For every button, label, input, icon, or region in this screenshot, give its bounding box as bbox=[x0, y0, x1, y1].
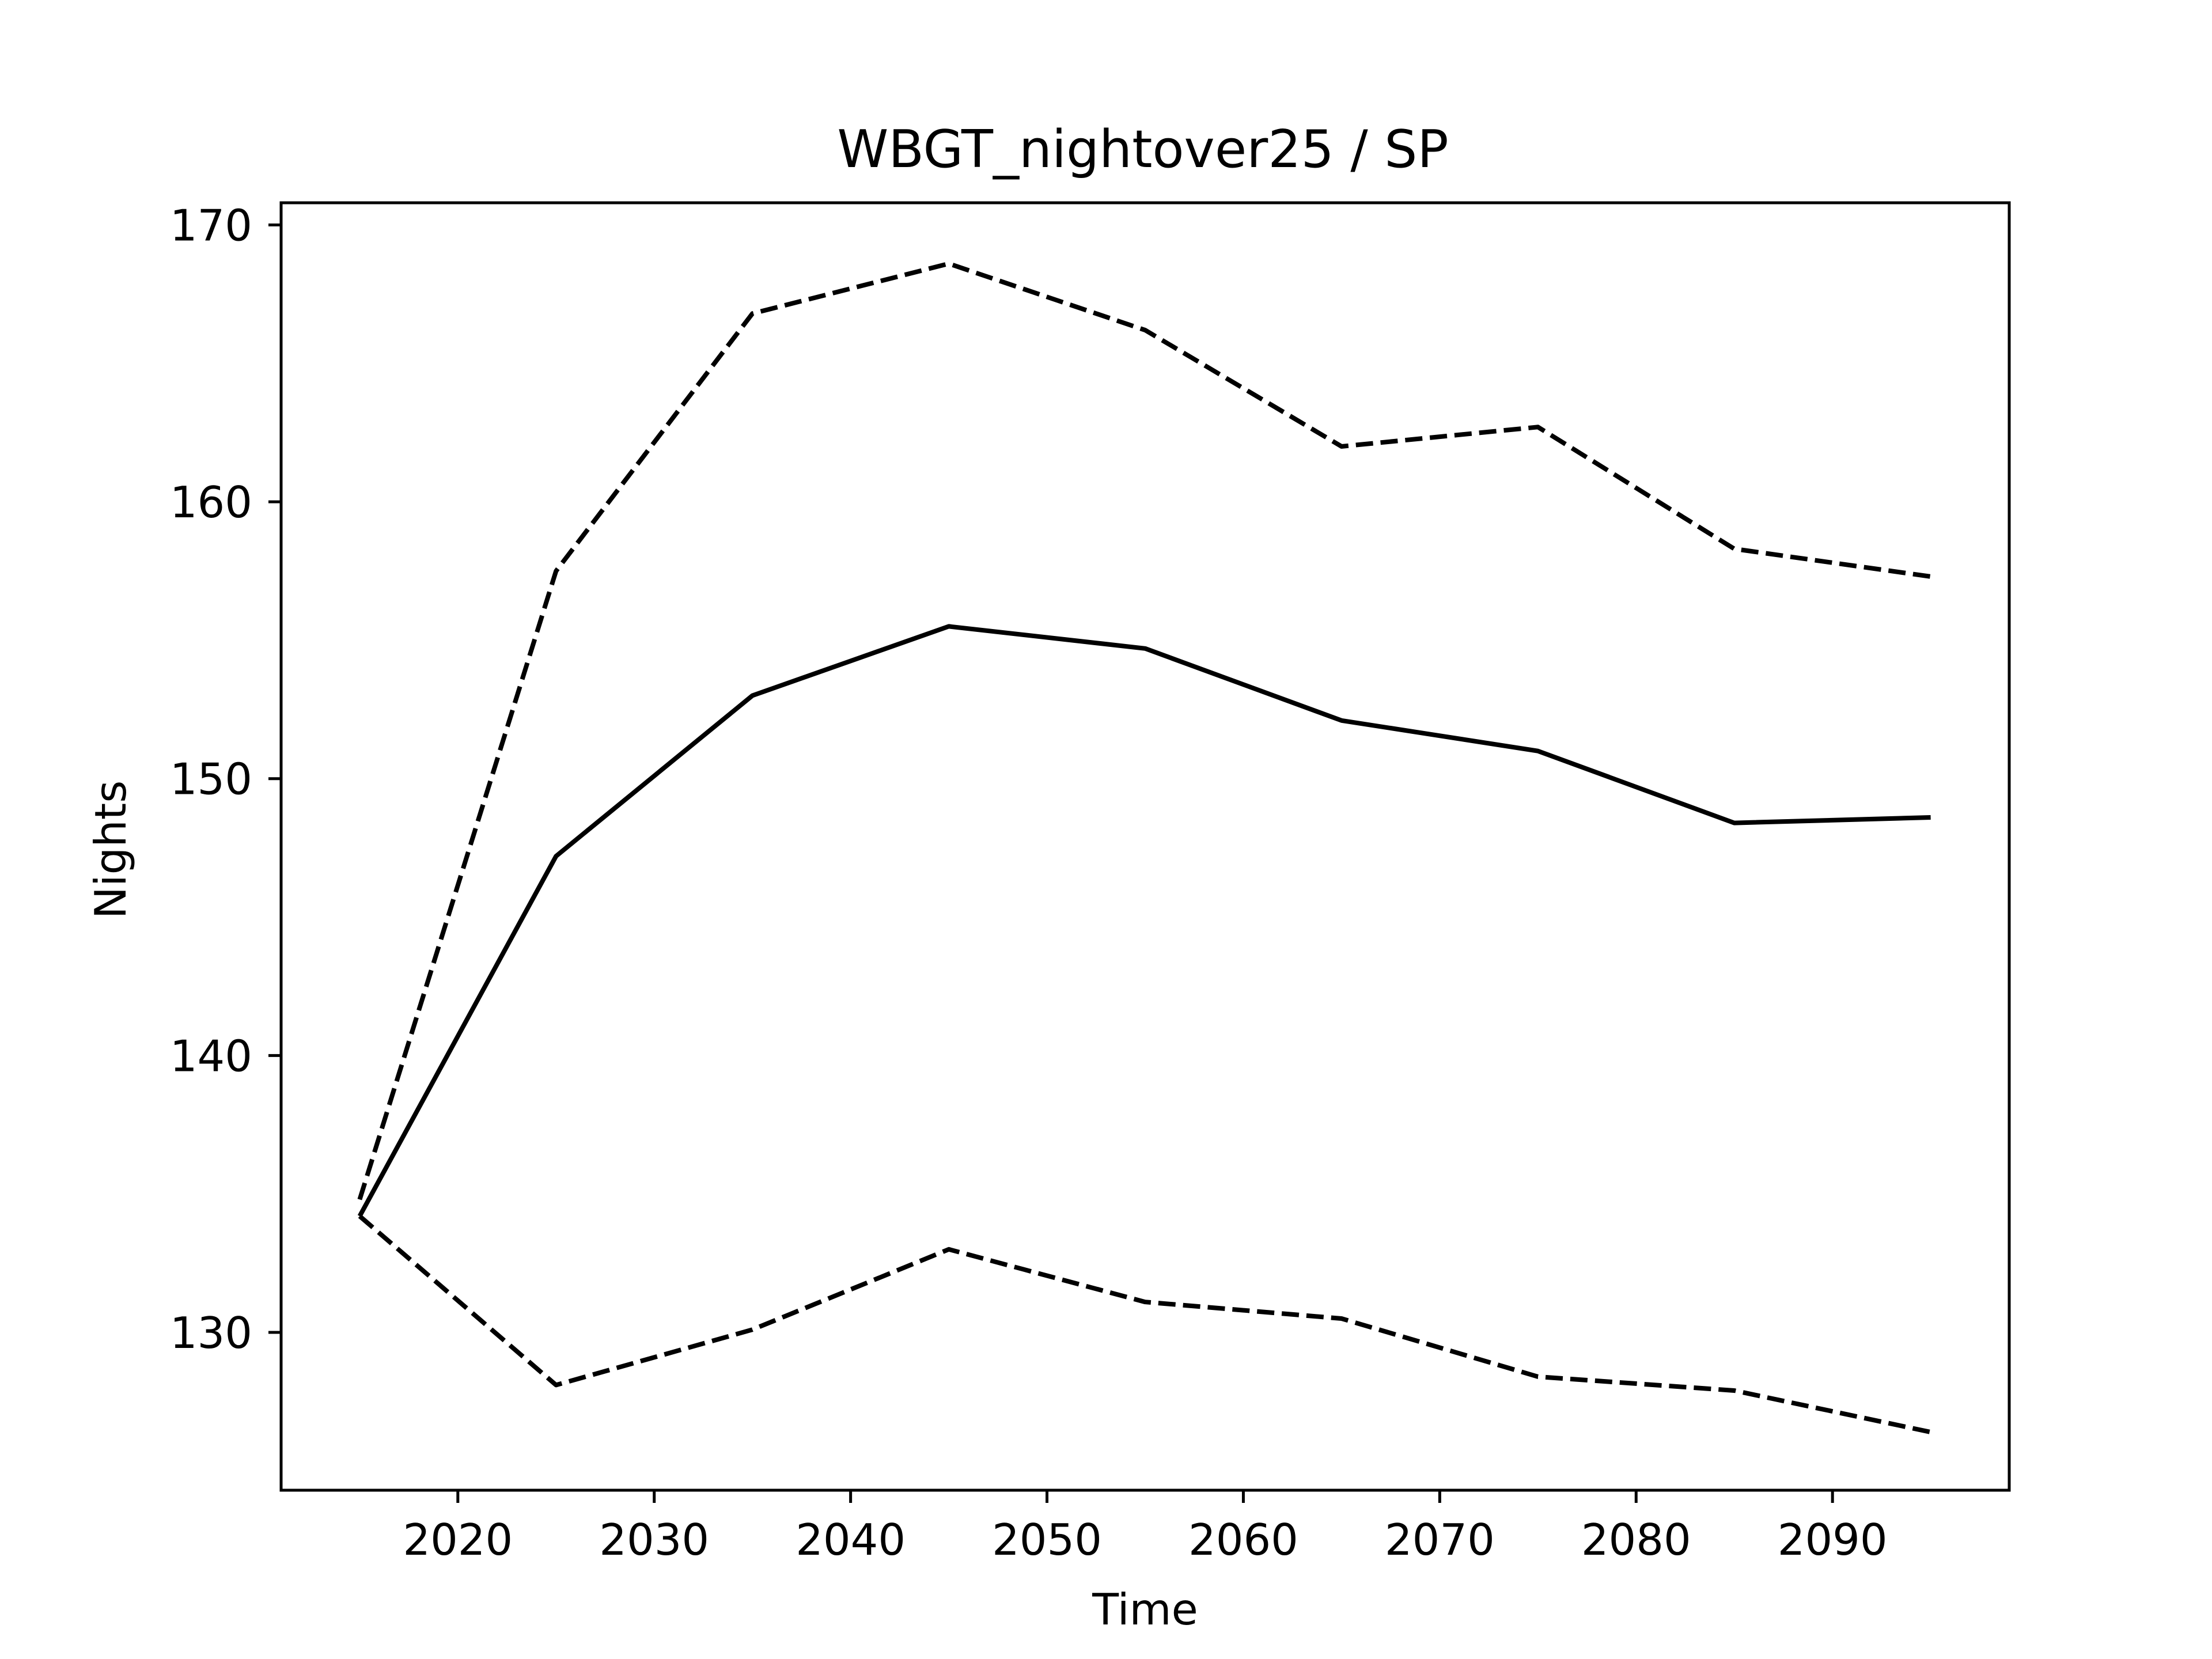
y-axis: 130 140 150 160 170 bbox=[170, 200, 281, 1358]
series-2-point bbox=[1339, 444, 1344, 449]
x-tick-label: 2070 bbox=[1385, 1514, 1495, 1565]
plot-frame bbox=[279, 201, 2011, 1492]
series-2-point bbox=[946, 262, 951, 266]
y-axis-label: Nights bbox=[85, 781, 136, 919]
x-axis: 2020 2030 2040 2050 2060 2070 2080 2090 bbox=[403, 1490, 1888, 1565]
dashed-series-line bbox=[358, 1214, 1931, 1435]
x-tick-label: 2060 bbox=[1188, 1514, 1298, 1565]
series-1-point bbox=[1143, 646, 1147, 651]
series-3-point bbox=[1929, 1430, 1933, 1434]
x-tick-label: 2040 bbox=[796, 1514, 906, 1565]
series-3-point bbox=[1339, 1316, 1344, 1321]
series-3-point bbox=[554, 1382, 558, 1387]
series-2-point bbox=[357, 1197, 362, 1202]
series-2-point bbox=[1929, 574, 1933, 579]
series-2-point bbox=[1732, 547, 1737, 551]
series-1-point bbox=[1536, 749, 1540, 753]
series-1-point bbox=[946, 624, 951, 628]
x-tick-label: 2030 bbox=[599, 1514, 709, 1565]
series-3-point bbox=[1732, 1388, 1737, 1393]
y-tick-label: 150 bbox=[170, 754, 252, 805]
x-tick-label: 2050 bbox=[992, 1514, 1102, 1565]
series-1-point bbox=[1339, 718, 1344, 723]
solid-series-line bbox=[357, 624, 1931, 1218]
x-tick-label: 2020 bbox=[403, 1514, 513, 1565]
series-3-point bbox=[1143, 1300, 1147, 1304]
chart-title: WBGT_nightover25 / SP bbox=[837, 119, 1448, 180]
y-tick-label: 140 bbox=[170, 1031, 252, 1081]
series-1-point bbox=[750, 694, 755, 698]
y-tick-label: 130 bbox=[170, 1308, 252, 1358]
series-layer bbox=[357, 261, 1933, 1435]
series-3-point bbox=[750, 1327, 755, 1332]
dashed-series-line bbox=[357, 261, 1931, 1200]
series-3-point bbox=[1536, 1374, 1540, 1379]
series-3-point bbox=[946, 1247, 951, 1252]
series-1-point bbox=[1732, 821, 1737, 825]
series-3-point bbox=[357, 1214, 362, 1218]
series-2-point bbox=[1536, 425, 1540, 429]
y-tick-label: 170 bbox=[170, 200, 252, 251]
series-2-point bbox=[554, 569, 558, 573]
series-2-point bbox=[1143, 328, 1147, 332]
x-axis-label: Time bbox=[1092, 1584, 1198, 1635]
series-1-point bbox=[554, 854, 558, 858]
x-tick-label: 2080 bbox=[1581, 1514, 1691, 1565]
y-tick-label: 160 bbox=[170, 477, 252, 528]
series-2-point bbox=[750, 311, 755, 316]
x-tick-label: 2090 bbox=[1778, 1514, 1888, 1565]
series-1-point bbox=[1929, 815, 1933, 820]
